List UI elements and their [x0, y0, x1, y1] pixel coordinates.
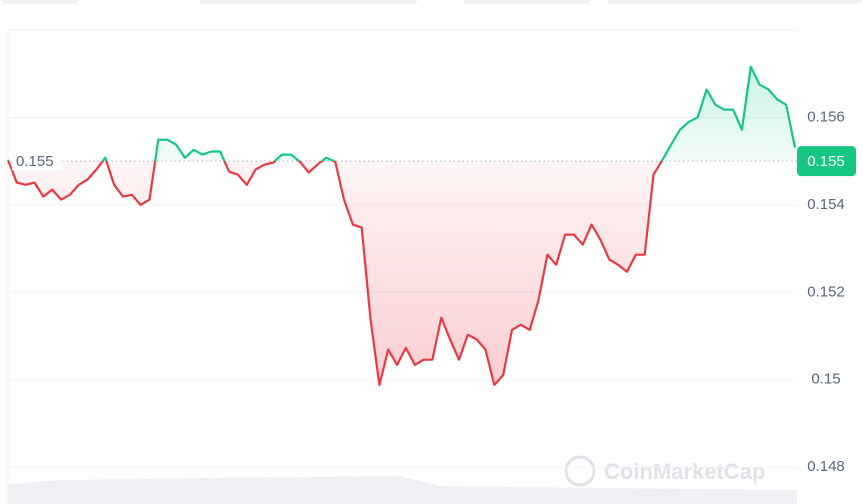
current-price-label: 0.155	[807, 153, 845, 170]
watermark: CoinMarketCap	[564, 455, 765, 487]
baseline-label-bg	[12, 152, 62, 171]
y-tick-label: 0.15	[811, 371, 840, 388]
y-tick-label: 0.152	[807, 283, 845, 300]
current-price-box	[797, 146, 856, 177]
area	[8, 66, 795, 385]
baseline-label: 0.155	[16, 153, 54, 170]
watermark-text: CoinMarketCap	[604, 459, 765, 484]
chart-border	[7, 29, 797, 504]
y-tick-label: 0.148	[807, 458, 845, 475]
tab-button[interactable]	[0, 0, 80, 4]
tab-button[interactable]	[198, 0, 418, 4]
volume-area	[8, 476, 797, 504]
tab-button[interactable]	[606, 0, 863, 4]
price-line	[6, 65, 797, 387]
y-tick-label: 0.154	[807, 196, 845, 213]
y-tick-label: 0.156	[807, 108, 845, 125]
tab-button[interactable]	[462, 0, 592, 4]
